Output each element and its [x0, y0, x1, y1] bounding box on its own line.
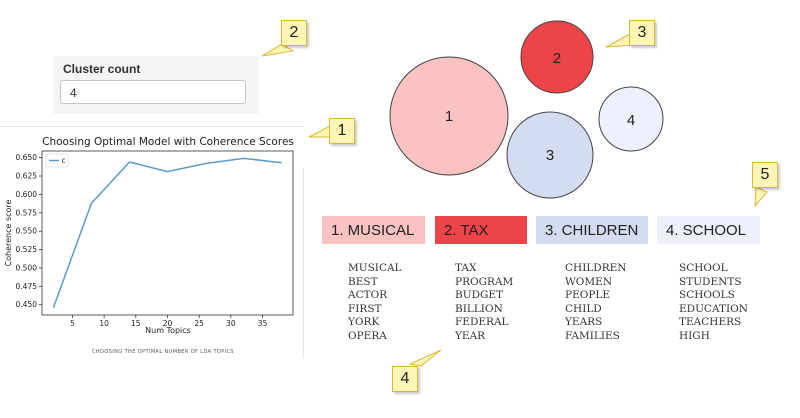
- topic-word: BILLION: [455, 302, 503, 315]
- cluster-bubble-map: 1 2 3 4: [389, 20, 664, 199]
- callout-4-pointer: [408, 349, 442, 367]
- topic-word: MUSICAL: [348, 262, 402, 274]
- x-tick-label: 25: [194, 319, 204, 328]
- chart-title: Choosing Optimal Model with Coherence Sc…: [42, 136, 294, 148]
- topic-words-tax: TAX PROGRAM BUDGET BILLION FEDERAL YEAR: [455, 262, 513, 344]
- coherence-chart: Choosing Optimal Model with Coherence Sc…: [4, 136, 294, 355]
- chart-y-axis-label: Coherence score: [4, 199, 13, 266]
- chart-legend-label: c: [62, 156, 66, 165]
- callout-2-pointer: [261, 43, 295, 57]
- topic-word: BUDGET: [455, 289, 504, 302]
- y-tick-label: 0.575: [16, 208, 38, 217]
- y-tick-label: 0.600: [16, 190, 38, 199]
- topic-word: FIRST: [348, 302, 382, 315]
- callout-1: 1: [329, 118, 355, 144]
- callout-3: 3: [629, 20, 655, 46]
- chart-divider: [0, 126, 304, 127]
- topic-label-school: 4. SCHOOL: [657, 216, 760, 244]
- y-tick-label: 0.650: [16, 153, 38, 162]
- topic-word: SCHOOLS: [679, 289, 735, 302]
- y-tick-label: 0.625: [16, 172, 38, 181]
- callout-2: 2: [281, 20, 307, 46]
- cluster-bubble-3[interactable]: [506, 111, 594, 199]
- x-tick-label: 15: [131, 319, 141, 328]
- topic-word: SCHOOL: [679, 262, 728, 274]
- topic-word: STUDENTS: [679, 275, 742, 288]
- cluster-bubble-4[interactable]: [598, 86, 664, 152]
- topic-label-tax: 2. TAX: [435, 216, 527, 244]
- topic-word: YEARS: [565, 316, 603, 329]
- topic-words-children: CHILDREN WOMEN PEOPLE CHILD YEARS FAMILI…: [565, 262, 627, 344]
- chart-x-axis-label: Num Topics: [145, 326, 191, 335]
- topic-word: FAMILIES: [565, 329, 620, 342]
- topic-word: WOMEN: [565, 275, 613, 288]
- topic-words-school: SCHOOL STUDENTS SCHOOLS EDUCATION TEACHE…: [679, 262, 748, 344]
- topic-word: TEACHERS: [679, 316, 742, 329]
- x-tick-label: 20: [163, 319, 173, 328]
- x-tick-label: 35: [258, 319, 268, 328]
- topic-label-musical: 1. MUSICAL: [322, 216, 425, 244]
- topic-word: CHILD: [565, 302, 602, 315]
- topic-word: PROGRAM: [455, 275, 514, 288]
- topic-word: CHILDREN: [565, 262, 627, 274]
- topic-word: TAX: [455, 262, 477, 274]
- cluster-bubble-1-label: 1: [445, 108, 453, 125]
- y-tick-label: 0.525: [16, 245, 38, 254]
- callout-5: 5: [752, 162, 778, 188]
- chart-caption: CHOOSING THE OPTIMAL NUMBER OF LDA TOPIC…: [92, 349, 234, 355]
- callout-5-pointer: [754, 186, 768, 208]
- y-tick-label: 0.475: [16, 282, 38, 291]
- topic-words-musical: MUSICAL BEST ACTOR FIRST YORK OPERA: [348, 262, 402, 344]
- topic-word: OPERA: [348, 329, 387, 342]
- topic-word: PEOPLE: [565, 289, 611, 302]
- y-tick-label: 0.500: [16, 263, 38, 272]
- callout-4: 4: [392, 366, 418, 392]
- cluster-bubble-3-label: 3: [546, 147, 554, 164]
- topic-word: ACTOR: [348, 289, 388, 302]
- topic-word: EDUCATION: [679, 302, 748, 315]
- topic-word: FEDERAL: [455, 316, 509, 329]
- cluster-bubble-4-label: 4: [627, 112, 635, 129]
- topic-label-children: 3. CHILDREN: [536, 216, 648, 244]
- cluster-bubble-2-label: 2: [553, 50, 561, 67]
- x-tick-label: 10: [99, 319, 109, 328]
- y-tick-label: 0.550: [16, 227, 38, 236]
- chart-divider-right: [303, 168, 304, 358]
- topic-word: YEAR: [455, 329, 486, 342]
- cluster-count-label: Cluster count: [63, 62, 141, 76]
- topic-word: BEST: [348, 275, 378, 288]
- cluster-bubble-1[interactable]: [389, 56, 509, 176]
- topic-word: YORK: [348, 316, 380, 329]
- cluster-count-input[interactable]: 4: [60, 80, 246, 104]
- topic-word: HIGH: [679, 329, 710, 342]
- y-tick-label: 0.450: [16, 300, 38, 309]
- series-line-c: [52, 157, 282, 308]
- chart-plot-area: 0.450 0.475 0.500 0.525 0.550 0.575 0.600 0.625…: [16, 150, 294, 328]
- x-tick-label: 5: [70, 319, 75, 328]
- x-tick-label: 30: [226, 319, 236, 328]
- cluster-bubble-2[interactable]: [520, 20, 594, 94]
